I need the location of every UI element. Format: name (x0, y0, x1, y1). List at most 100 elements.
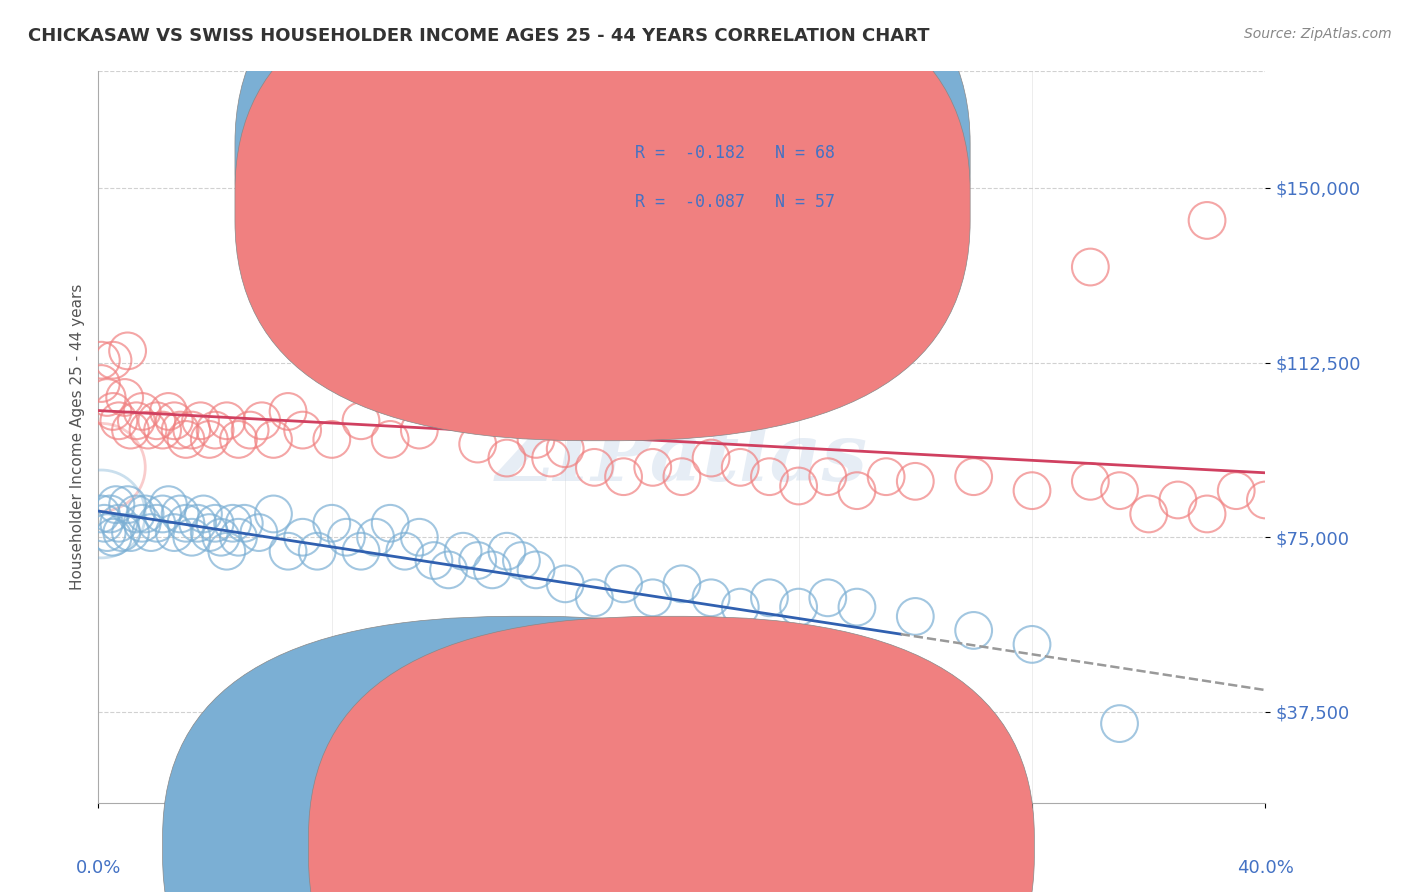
Point (408, 530, 430, 544)
Point (540, 451, 562, 466)
Point (423, 553, 446, 567)
Point (198, 433, 221, 447)
Point (1225, 483, 1247, 498)
Point (193, 507, 215, 521)
Point (90, 376, 112, 391)
Point (758, 469, 780, 483)
Point (93, 516, 115, 531)
Point (554, 577, 576, 591)
Point (120, 525, 142, 540)
Point (152, 507, 174, 521)
Point (228, 433, 250, 447)
Point (671, 469, 693, 483)
Point (380, 516, 402, 531)
Point (307, 544, 329, 558)
Point (1021, 483, 1043, 498)
Point (233, 516, 256, 531)
Point (125, 414, 148, 428)
Point (90, 353, 112, 368)
Point (152, 423, 174, 437)
Point (228, 530, 250, 544)
Point (380, 433, 402, 447)
Point (671, 577, 693, 591)
Text: 0.0%: 0.0% (76, 859, 121, 877)
Point (209, 530, 232, 544)
Point (180, 530, 202, 544)
Point (467, 553, 489, 567)
Text: ZIPatlas: ZIPatlas (496, 420, 868, 498)
Point (554, 442, 576, 456)
Point (583, 460, 606, 475)
Point (817, 591, 839, 605)
Point (190, 414, 212, 428)
Point (1108, 716, 1130, 731)
Point (451, 544, 474, 558)
Point (277, 404, 299, 418)
Point (321, 516, 343, 531)
Point (136, 423, 159, 437)
Point (321, 433, 343, 447)
Point (524, 647, 547, 661)
Point (583, 656, 606, 670)
Point (117, 343, 139, 358)
FancyBboxPatch shape (163, 616, 889, 892)
Point (962, 469, 984, 483)
Point (846, 600, 869, 615)
Point (108, 414, 131, 428)
Point (467, 283, 489, 297)
Text: CHICKASAW VS SWISS HOUSEHOLDER INCOME AGES 25 - 44 YEARS CORRELATION CHART: CHICKASAW VS SWISS HOUSEHOLDER INCOME AG… (28, 27, 929, 45)
Point (125, 507, 148, 521)
Point (700, 591, 723, 605)
Point (641, 591, 664, 605)
Point (247, 525, 270, 540)
Point (90, 507, 112, 521)
Text: R =  -0.182   N = 68: R = -0.182 N = 68 (636, 145, 835, 162)
Point (134, 507, 156, 521)
Point (612, 577, 634, 591)
Point (1254, 493, 1277, 508)
Text: R =  -0.087   N = 57: R = -0.087 N = 57 (636, 193, 835, 211)
Point (90, 460, 112, 475)
Point (111, 525, 134, 540)
Point (496, 451, 519, 466)
Point (277, 544, 299, 558)
FancyBboxPatch shape (235, 0, 970, 393)
Point (101, 353, 124, 368)
Point (90, 507, 112, 521)
Point (394, 544, 416, 558)
Point (96, 391, 118, 405)
Point (180, 423, 202, 437)
Point (221, 516, 243, 531)
Point (146, 516, 169, 531)
Point (364, 530, 387, 544)
Point (641, 460, 664, 475)
Point (163, 525, 186, 540)
Point (101, 530, 124, 544)
Point (146, 414, 169, 428)
Point (1195, 213, 1218, 227)
Point (481, 563, 503, 577)
Point (117, 498, 139, 512)
Point (131, 404, 153, 418)
Point (846, 670, 869, 684)
Text: Chickasaw: Chickasaw (547, 838, 634, 855)
Point (335, 530, 357, 544)
Point (962, 624, 984, 638)
Point (204, 516, 226, 531)
Point (758, 591, 780, 605)
Point (120, 423, 142, 437)
Point (98, 507, 121, 521)
Text: Source: ZipAtlas.com: Source: ZipAtlas.com (1244, 27, 1392, 41)
Point (787, 600, 810, 615)
Point (108, 516, 131, 531)
Point (730, 460, 752, 475)
Point (496, 544, 519, 558)
Point (700, 451, 723, 466)
Point (510, 553, 533, 567)
Point (262, 433, 284, 447)
Point (187, 516, 209, 531)
Point (96, 525, 118, 540)
Point (262, 507, 284, 521)
Point (157, 498, 180, 512)
Point (163, 414, 186, 428)
